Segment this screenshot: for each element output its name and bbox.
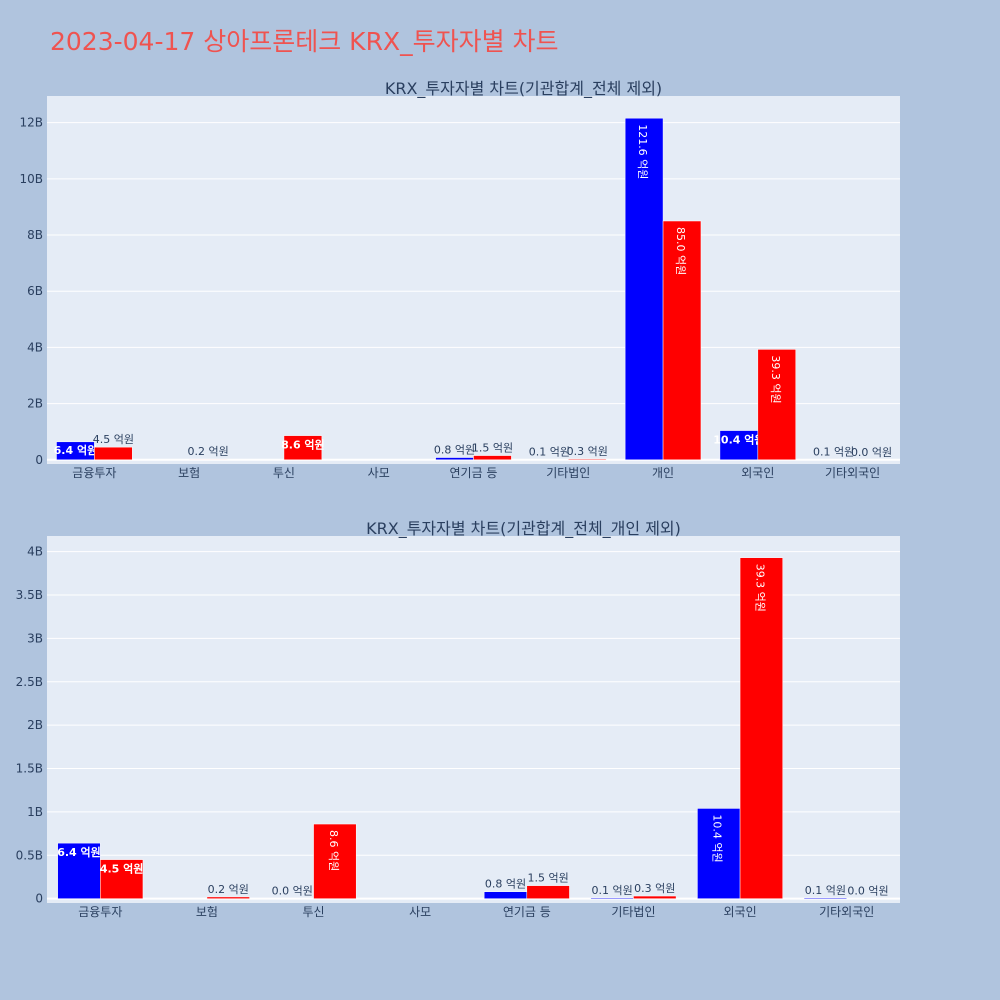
bar-data-label: 6.4 억원 <box>54 443 98 457</box>
bar-data-label: 4.5 억원 <box>100 862 144 876</box>
y-tick-label: 3.5B <box>16 588 43 602</box>
x-tick-label: 기타법인 <box>611 905 655 919</box>
y-tick-label: 0.5B <box>16 848 43 862</box>
bar-data-label: 1.5 억원 <box>528 872 569 885</box>
bar-data-label: 0.2 억원 <box>188 445 229 458</box>
x-tick-label: 사모 <box>368 466 390 480</box>
x-tick-label: 투신 <box>303 905 325 919</box>
bar <box>283 435 323 461</box>
bar-data-label: 0.1 억원 <box>805 884 846 897</box>
bar <box>526 885 570 899</box>
y-tick-label: 4B <box>27 340 43 354</box>
y-tick-label: 4B <box>27 545 43 559</box>
bar-data-label: 0.8 억원 <box>434 444 475 457</box>
bar <box>568 458 607 461</box>
y-tick-label: 2.5B <box>16 675 43 689</box>
bar-data-label: 0.0 억원 <box>851 446 892 459</box>
bar <box>697 808 741 899</box>
y-tick-label: 1B <box>27 805 43 819</box>
x-tick-label: 외국인 <box>741 466 774 480</box>
x-tick-label: 연기금 등 <box>503 905 551 919</box>
bar <box>662 220 702 461</box>
x-tick-label: 보험 <box>196 905 218 919</box>
bar <box>757 349 796 461</box>
x-tick-label: 개인 <box>652 466 674 480</box>
bar-data-label: 8.6 억원 <box>327 830 340 871</box>
bar-data-label: 85.0 억원 <box>674 227 687 275</box>
bar-data-label: 0.0 억원 <box>272 885 313 898</box>
bar <box>100 859 144 899</box>
bar <box>206 896 250 899</box>
x-tick-label: 기타외국인 <box>819 905 874 919</box>
y-tick-label: 6B <box>27 284 43 298</box>
bar-data-label: 0.3 억원 <box>567 445 608 458</box>
x-tick-label: 기타외국인 <box>825 466 880 480</box>
bar-data-label: 10.4 억원 <box>713 433 764 447</box>
y-tick-label: 12B <box>19 116 43 130</box>
bar-data-label: 8.6 억원 <box>281 438 325 452</box>
bar <box>435 457 474 461</box>
bar-data-label: 39.3 억원 <box>753 564 766 612</box>
y-tick-label: 0 <box>35 453 43 467</box>
bar-data-label: 1.5 억원 <box>472 442 513 455</box>
bar-data-label: 0.8 억원 <box>485 878 526 891</box>
bar-data-label: 0.0 억원 <box>847 885 888 898</box>
bar <box>94 446 133 461</box>
x-tick-label: 기타법인 <box>546 466 590 480</box>
x-tick-label: 금융투자 <box>72 466 116 480</box>
y-tick-label: 0 <box>35 892 43 906</box>
y-tick-label: 2B <box>27 718 43 732</box>
bar-data-label: 0.3 억원 <box>634 882 675 895</box>
bar-data-label: 10.4 억원 <box>711 814 724 862</box>
bar <box>483 891 528 899</box>
bar-data-label: 121.6 억원 <box>636 124 649 179</box>
chart-bottom: 0 0.5B 1B 1.5B 2B 2.5B 3B 3.5B 4B 금융투자 6.4 억원 4.5 억… <box>16 519 900 919</box>
bar-data-label: 0.2 억원 <box>208 883 249 896</box>
bar <box>590 897 634 899</box>
bar <box>57 842 101 899</box>
bar <box>633 895 677 899</box>
bar-data-label: 4.5 억원 <box>93 433 134 446</box>
bar-data-label: 0.1 억원 <box>813 446 854 459</box>
x-tick-label: 연기금 등 <box>450 466 498 480</box>
y-tick-label: 1.5B <box>16 762 43 776</box>
bar <box>719 430 759 461</box>
x-tick-label: 투신 <box>273 466 295 480</box>
bar <box>739 557 783 899</box>
x-tick-label: 사모 <box>409 905 431 919</box>
x-tick-label: 외국인 <box>724 905 757 919</box>
bar <box>473 455 512 461</box>
bar <box>803 897 847 899</box>
bar-data-label: 0.1 억원 <box>529 446 570 459</box>
y-tick-label: 2B <box>27 397 43 411</box>
x-tick-label: 보험 <box>178 466 200 480</box>
bar-data-label: 6.4 억원 <box>57 845 101 859</box>
bar <box>624 117 664 461</box>
x-tick-label: 금융투자 <box>78 905 122 919</box>
chart-title: KRX_투자자별 차트(기관합계_전체 제외) <box>385 79 662 99</box>
y-tick-label: 10B <box>19 172 43 186</box>
y-tick-label: 3B <box>27 631 43 645</box>
chart-title: KRX_투자자별 차트(기관합계_전체_개인 제외) <box>366 519 681 539</box>
bar <box>188 458 228 461</box>
page-title: 2023-04-17 상아프론테크 KRX_투자자별 차트 <box>50 27 559 56</box>
bar <box>313 823 357 899</box>
bar-data-label: 0.1 억원 <box>591 884 632 897</box>
bar-data-label: 39.3 억원 <box>769 355 782 403</box>
y-tick-label: 8B <box>27 228 43 242</box>
